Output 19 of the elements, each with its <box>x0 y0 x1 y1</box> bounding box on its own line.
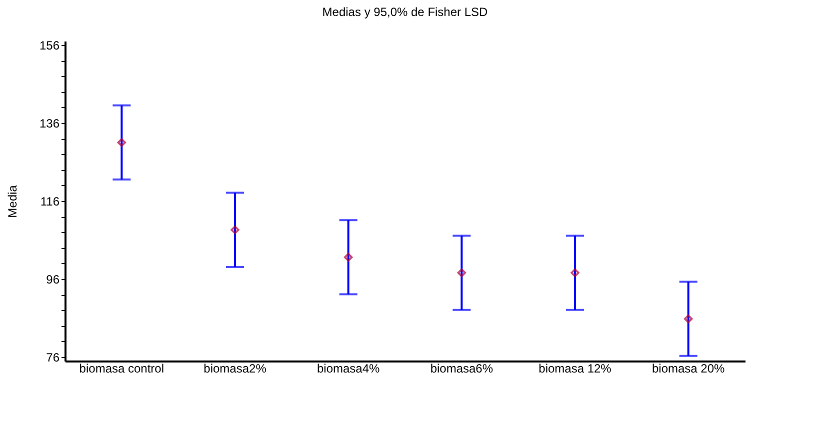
x-tick-label: biomasa control <box>79 362 164 376</box>
point <box>117 138 126 147</box>
x-tick-label: biomasa 20% <box>652 362 726 376</box>
y-tick-label: 116 <box>40 194 60 208</box>
y-tick-label: 136 <box>39 116 60 130</box>
chart-title: Medias y 95,0% de Fisher LSD <box>322 4 488 19</box>
y-axis-title: Media <box>5 184 20 218</box>
y-tick-label: 96 <box>46 272 60 287</box>
point <box>230 226 240 234</box>
point <box>570 268 580 278</box>
x-tick-label: biomasa4% <box>316 362 380 376</box>
y-tick-label: 156 <box>39 38 60 52</box>
x-tick-label: biomasa2% <box>204 362 267 376</box>
point <box>457 268 466 278</box>
point <box>684 314 693 324</box>
x-tick-label: biomasa 12% <box>538 362 612 376</box>
x-tick-label: biomasa6% <box>430 362 494 376</box>
y-tick-label: 76 <box>46 350 60 365</box>
point <box>344 252 353 262</box>
